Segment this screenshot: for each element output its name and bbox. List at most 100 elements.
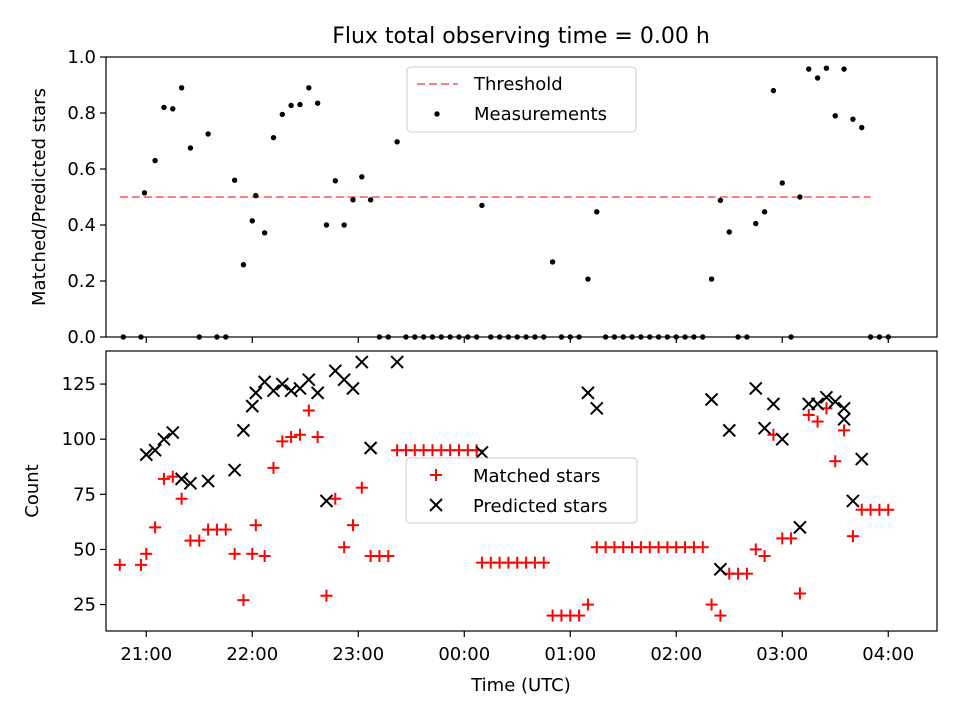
count-axes: 25 50 75 100 125 21:00 22:00 23:00 00:00 01:00 02:…: [62, 374, 915, 665]
legend-top-box: [406, 66, 637, 133]
predicted-star-marker: [249, 386, 263, 400]
measurement-point: [841, 66, 847, 72]
measurement-point: [350, 197, 356, 203]
measurement-point: [708, 276, 715, 282]
predicted-star-marker: [201, 474, 215, 488]
predicted-star-marker: [148, 443, 162, 457]
ratio-axes: 0.0 0.2 0.4 0.6 0.8 1.0: [67, 47, 889, 348]
predicted-star-marker: [157, 432, 171, 446]
measurement-point: [332, 178, 339, 184]
matched-star-marker: [134, 558, 147, 571]
measurement-point: [231, 177, 238, 183]
matched-star-marker: [166, 470, 179, 483]
matched-star-marker: [882, 503, 895, 516]
panel-count: 25 50 75 100 125 21:00 22:00 23:00 00:00 01:00 02:…: [22, 350, 938, 696]
legend-threshold-label: Threshold: [473, 74, 563, 95]
measurement-point: [261, 230, 268, 236]
measurement-point: [585, 276, 591, 282]
matched-star-marker: [382, 550, 395, 563]
matched-star-marker: [705, 598, 718, 611]
x-tick-label: 00:00: [438, 644, 490, 665]
y-tick-label-top: 0.8: [67, 103, 96, 124]
ratio-marks: [119, 65, 891, 340]
predicted-star-marker: [713, 562, 728, 576]
axes-frame-bottom: [105, 350, 938, 632]
legend-matched-swatch: [430, 469, 442, 481]
measurement-point: [594, 209, 600, 215]
y-tick-label-bottom: 50: [73, 539, 96, 560]
measurement-point: [779, 180, 785, 186]
predicted-star-marker: [183, 476, 198, 490]
matched-star-marker: [740, 567, 753, 580]
y-tick-label-bottom: 100: [62, 429, 96, 450]
predicted-star-marker: [766, 397, 781, 411]
measurement-point: [761, 209, 768, 215]
measurement-point: [823, 65, 830, 71]
matched-star-marker: [749, 543, 762, 556]
matched-star-marker: [157, 472, 170, 485]
predicted-star-marker: [581, 386, 595, 400]
matched-star-marker: [714, 609, 727, 622]
y-tick-label-bottom: 75: [73, 484, 96, 505]
matched-star-marker: [785, 532, 798, 545]
predicted-star-marker: [828, 395, 842, 409]
measurement-point: [249, 218, 255, 224]
predicted-star-marker: [749, 381, 763, 396]
y-tick-label-top: 0.2: [67, 271, 96, 292]
measurement-point: [141, 190, 148, 196]
x-tick-label: 01:00: [544, 644, 596, 665]
measurement-point: [359, 174, 365, 180]
measurement-point: [814, 75, 821, 81]
predicted-star-marker: [775, 432, 789, 446]
matched-star-marker: [338, 541, 351, 554]
predicted-star-marker: [245, 399, 259, 413]
predicted-star-marker: [722, 423, 736, 438]
measurement-point: [253, 192, 259, 199]
x-tick-label: 04:00: [862, 644, 914, 665]
measurement-point: [178, 85, 185, 91]
matched-star-marker: [267, 461, 280, 474]
matched-star-marker: [838, 424, 851, 437]
measurement-point: [205, 131, 211, 137]
predicted-star-marker: [475, 445, 489, 460]
matched-star-marker: [113, 558, 126, 571]
predicted-star-marker: [390, 355, 404, 369]
predicted-star-marker: [174, 472, 189, 486]
matched-star-marker: [320, 589, 333, 602]
predicted-star-marker: [310, 386, 325, 400]
measurement-point: [314, 100, 321, 106]
matched-star-marker: [346, 519, 359, 532]
measurement-point: [753, 220, 759, 227]
predicted-star-marker: [266, 383, 281, 398]
measurement-point: [859, 124, 865, 131]
measurement-point: [367, 197, 374, 203]
matched-star-marker: [258, 550, 271, 563]
measurement-point: [394, 139, 400, 145]
measurement-point: [717, 197, 724, 204]
y-tick-label-bottom: 125: [62, 374, 96, 395]
measurement-point: [323, 222, 330, 228]
matched-star-marker: [219, 523, 232, 536]
axes-frame-top: [105, 56, 938, 338]
measurement-point: [726, 229, 732, 235]
matched-star-marker: [846, 530, 859, 543]
matched-star-marker: [193, 534, 206, 547]
y-tick-label-top: 0.6: [67, 159, 96, 180]
legend-measurements-swatch: [434, 111, 440, 117]
matched-star-marker: [237, 594, 250, 607]
matched-star-marker: [175, 492, 188, 505]
legend-predicted-label: Predicted stars: [473, 496, 607, 517]
matched-star-marker: [311, 430, 324, 443]
predicted-star-marker: [846, 494, 860, 508]
measurement-point: [288, 102, 294, 109]
legend-measurements-label: Measurements: [474, 104, 607, 125]
matched-star-marker: [355, 481, 368, 494]
measurement-point: [832, 113, 838, 119]
measurement-point: [152, 157, 158, 164]
y-axis-label-top: Matched/Predicted stars: [29, 88, 50, 306]
matched-star-marker: [537, 556, 550, 569]
measurement-point: [297, 101, 303, 108]
matched-star-marker: [811, 415, 824, 428]
x-tick-label: 02:00: [650, 644, 702, 665]
matched-star-marker: [302, 404, 315, 417]
